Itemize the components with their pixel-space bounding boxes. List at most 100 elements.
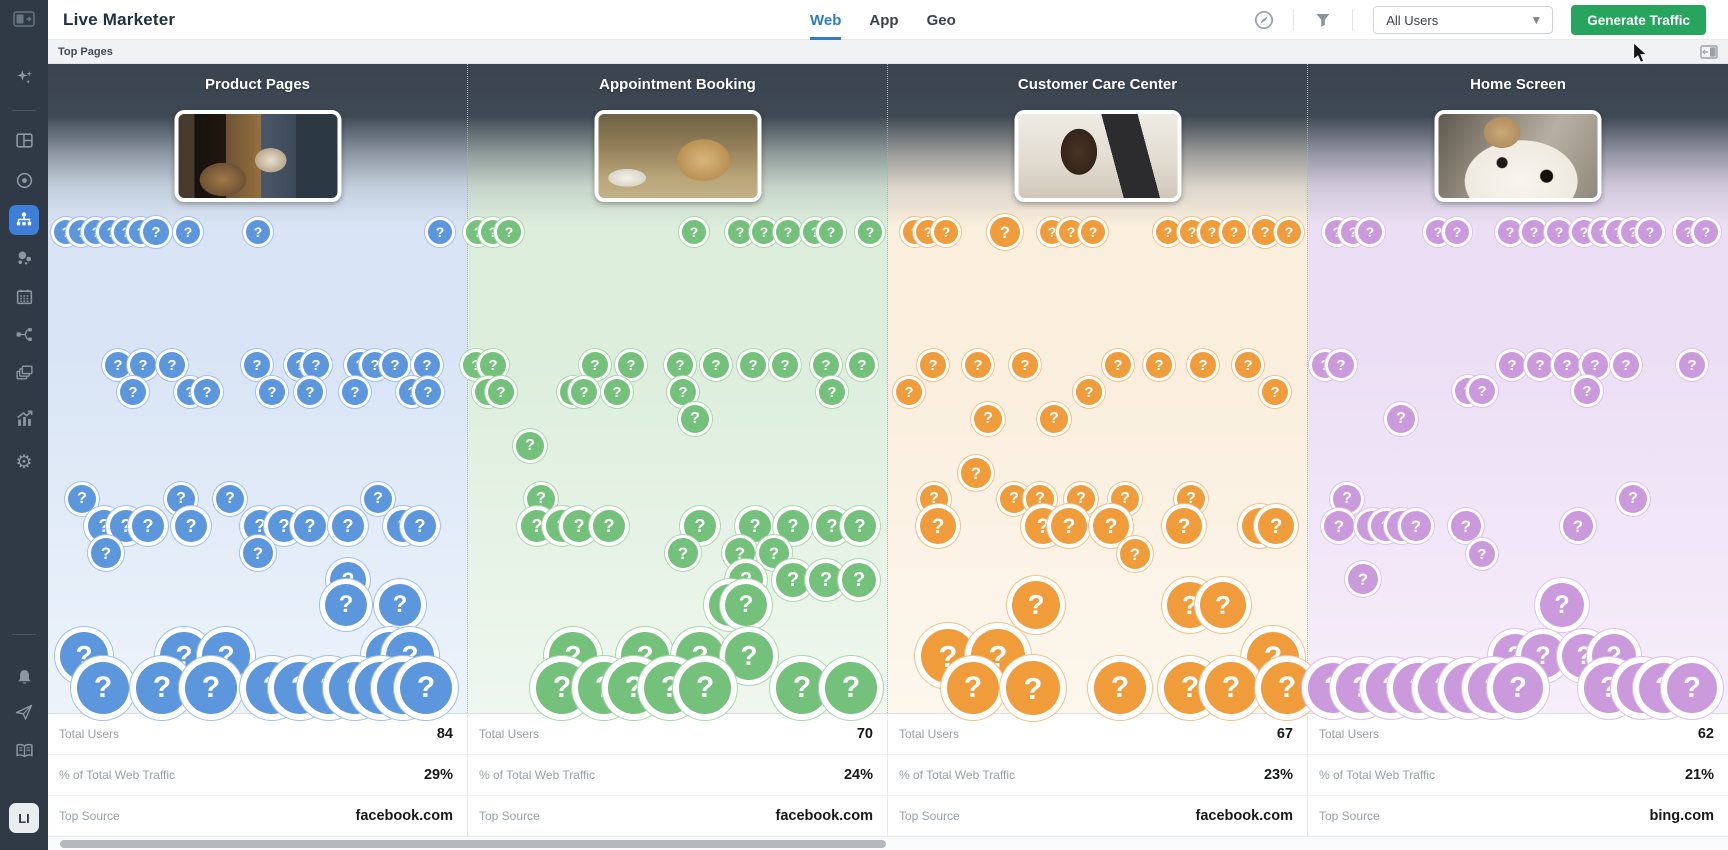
user-bubble[interactable]: ? <box>1451 511 1481 541</box>
bubbles-icon[interactable] <box>8 242 40 274</box>
user-bubble[interactable]: ? <box>244 352 270 378</box>
user-bubble[interactable]: ? <box>176 220 200 244</box>
user-bubble[interactable]: ? <box>400 662 452 714</box>
user-bubble[interactable]: ? <box>105 352 131 378</box>
user-bubble[interactable]: ? <box>1120 539 1150 569</box>
user-bubble[interactable]: ? <box>670 379 696 405</box>
generate-traffic-button[interactable]: Generate Traffic <box>1571 5 1706 35</box>
dashboard-icon[interactable] <box>8 124 40 156</box>
user-bubble[interactable]: ? <box>246 220 270 244</box>
user-bubble[interactable]: ? <box>1499 352 1525 378</box>
flow-icon[interactable] <box>8 318 40 350</box>
chart-growth-icon[interactable] <box>8 402 40 434</box>
user-bubble[interactable]: ? <box>1200 220 1224 244</box>
filter-icon[interactable] <box>1310 7 1336 33</box>
user-bubble[interactable]: ? <box>947 662 999 714</box>
user-bubble[interactable]: ? <box>91 538 121 568</box>
user-bubble[interactable]: ? <box>1638 220 1662 244</box>
user-bubble[interactable]: ? <box>1000 485 1028 513</box>
user-bubble[interactable]: ? <box>776 662 828 714</box>
user-bubble[interactable]: ? <box>819 220 843 244</box>
user-bubble[interactable]: ? <box>759 538 789 568</box>
user-bubble[interactable]: ? <box>77 662 129 714</box>
user-bubble[interactable]: ? <box>1076 379 1102 405</box>
user-bubble[interactable]: ? <box>1328 352 1354 378</box>
user-bubble[interactable]: ? <box>1222 220 1246 244</box>
user-bubble[interactable]: ? <box>1252 219 1278 245</box>
user-bubble[interactable]: ? <box>1348 564 1378 594</box>
user-bubble[interactable]: ? <box>1258 508 1294 544</box>
guide-book-icon[interactable] <box>8 734 40 766</box>
user-bubble[interactable]: ? <box>303 352 329 378</box>
user-bubble[interactable]: ? <box>1445 220 1469 244</box>
user-bubble[interactable]: ? <box>259 379 285 405</box>
user-bubble[interactable]: ? <box>974 405 1002 433</box>
user-bubble[interactable]: ? <box>725 584 767 626</box>
user-bubble[interactable]: ? <box>604 379 630 405</box>
scrollbar-thumb[interactable] <box>60 840 886 848</box>
user-bubble[interactable]: ? <box>1059 220 1083 244</box>
user-bubble[interactable]: ? <box>920 352 946 378</box>
user-bubble[interactable]: ? <box>1262 379 1288 405</box>
user-bubble[interactable]: ? <box>1358 220 1382 244</box>
panel-logo-icon[interactable] <box>8 3 40 35</box>
user-bubble[interactable]: ? <box>1667 663 1717 713</box>
user-bubble[interactable]: ? <box>825 662 877 714</box>
user-bubble[interactable]: ? <box>332 510 364 542</box>
page-thumbnail[interactable] <box>174 110 341 202</box>
user-bubble[interactable]: ? <box>415 379 441 405</box>
user-bubble[interactable]: ? <box>849 352 875 378</box>
user-bubble[interactable]: ? <box>1694 220 1718 244</box>
user-bubble[interactable]: ? <box>819 379 845 405</box>
user-bubble[interactable]: ? <box>1146 352 1172 378</box>
user-bubble[interactable]: ? <box>1200 582 1246 628</box>
user-filter-select[interactable]: All Users ▼ <box>1373 6 1554 34</box>
user-bubble[interactable]: ? <box>1105 352 1131 378</box>
user-bubble[interactable]: ? <box>1563 511 1593 541</box>
user-bubble[interactable]: ? <box>1012 581 1060 629</box>
collapse-panel-icon[interactable] <box>1700 45 1718 64</box>
user-bubble[interactable]: ? <box>965 352 991 378</box>
tab-geo[interactable]: Geo <box>926 11 956 29</box>
user-bubble[interactable]: ? <box>404 510 436 542</box>
user-bubble[interactable]: ? <box>1012 352 1038 378</box>
user-bubble[interactable]: ? <box>1554 352 1580 378</box>
user-bubble[interactable]: ? <box>813 352 839 378</box>
sparkles-icon[interactable] <box>8 61 40 93</box>
user-bubble[interactable]: ? <box>1521 634 1565 678</box>
user-bubble[interactable]: ? <box>921 629 975 683</box>
user-bubble[interactable]: ? <box>842 563 876 597</box>
user-bubble[interactable]: ? <box>132 510 164 542</box>
user-bubble[interactable]: ? <box>990 217 1020 247</box>
user-bubble[interactable]: ? <box>1469 378 1495 404</box>
user-bubble[interactable]: ? <box>1401 511 1431 541</box>
user-bubble[interactable]: ? <box>934 220 958 244</box>
layers-icon[interactable] <box>8 356 40 388</box>
user-bubble[interactable]: ? <box>527 485 555 513</box>
user-bubble[interactable]: ? <box>1006 661 1060 715</box>
user-bubble[interactable]: ? <box>582 352 608 378</box>
user-bubble[interactable]: ? <box>1613 352 1639 378</box>
user-bubble[interactable]: ? <box>1333 485 1361 513</box>
user-bubble[interactable]: ? <box>1527 352 1553 378</box>
user-bubble[interactable]: ? <box>739 510 771 542</box>
user-bubble[interactable]: ? <box>728 220 752 244</box>
user-bubble[interactable]: ? <box>136 662 188 714</box>
user-bubble[interactable]: ? <box>725 632 773 680</box>
user-bubble[interactable]: ? <box>668 538 698 568</box>
user-bubble[interactable]: ? <box>364 485 392 513</box>
user-bubble[interactable]: ? <box>809 563 843 597</box>
user-bubble[interactable]: ? <box>772 352 798 378</box>
user-bubble[interactable]: ? <box>1540 583 1584 627</box>
user-bubble[interactable]: ? <box>480 352 506 378</box>
user-bubble[interactable]: ? <box>593 510 625 542</box>
target-icon[interactable] <box>8 164 40 196</box>
user-bubble[interactable]: ? <box>844 510 876 542</box>
user-bubble[interactable]: ? <box>414 352 440 378</box>
user-bubble[interactable]: ? <box>1093 508 1129 544</box>
user-bubble[interactable]: ? <box>428 220 452 244</box>
user-bubble[interactable]: ? <box>703 352 729 378</box>
user-bubble[interactable]: ? <box>777 510 809 542</box>
user-bubble[interactable]: ? <box>1111 485 1139 513</box>
user-bubble[interactable]: ? <box>681 405 709 433</box>
